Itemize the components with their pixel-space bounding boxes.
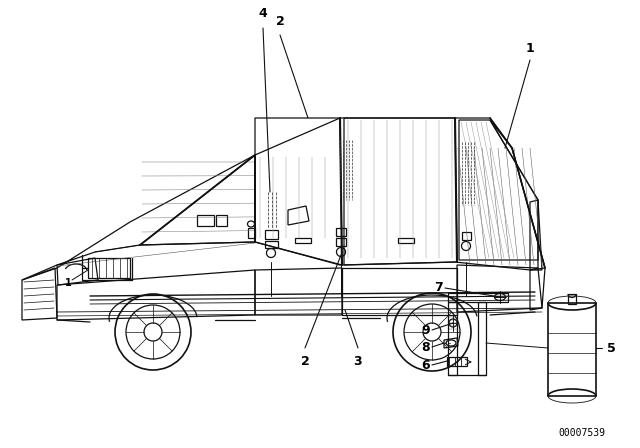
Text: 2: 2: [276, 15, 284, 28]
Text: 3: 3: [354, 355, 362, 368]
Bar: [197, 215, 214, 226]
Bar: [447, 357, 467, 366]
Bar: [336, 238, 346, 246]
Text: 4: 4: [259, 7, 268, 20]
Bar: [398, 238, 414, 243]
Text: 7: 7: [435, 280, 443, 293]
Bar: [88, 258, 130, 278]
Text: 8: 8: [421, 340, 430, 353]
Text: 9: 9: [421, 323, 430, 336]
Bar: [216, 215, 227, 226]
Bar: [265, 230, 278, 239]
Text: 00007539: 00007539: [558, 428, 605, 438]
Text: 5: 5: [607, 341, 616, 354]
Bar: [248, 228, 255, 238]
Bar: [336, 228, 346, 236]
Bar: [265, 241, 278, 248]
Bar: [295, 238, 311, 243]
Text: 1: 1: [65, 278, 72, 288]
Bar: [568, 294, 576, 304]
Text: 6: 6: [421, 358, 430, 371]
Text: 1: 1: [525, 42, 534, 55]
Text: 2: 2: [301, 355, 309, 368]
Bar: [462, 232, 471, 240]
